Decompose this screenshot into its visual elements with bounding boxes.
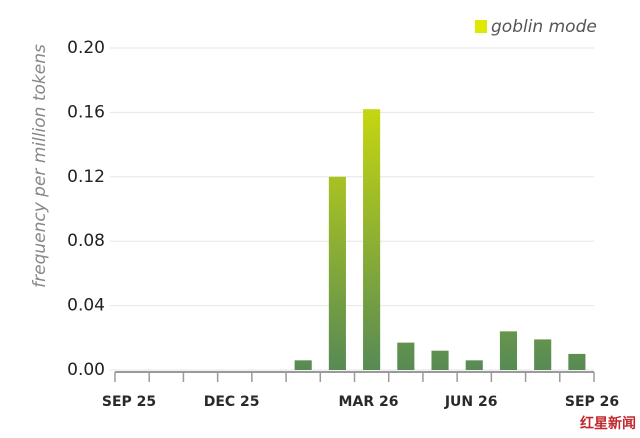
- bar: [294, 360, 312, 370]
- bar: [568, 353, 586, 370]
- bar: [534, 339, 552, 370]
- y-tick-label: 0.12: [67, 167, 105, 187]
- bar: [363, 109, 381, 371]
- legend-swatch: [475, 20, 487, 33]
- x-tick-label: MAR 26: [339, 394, 399, 410]
- bar: [397, 342, 415, 370]
- y-tick-label: 0.20: [67, 38, 105, 58]
- x-tick-label: SEP 25: [102, 394, 156, 410]
- y-tick-label: 0.16: [67, 102, 105, 122]
- bar: [465, 360, 483, 370]
- y-axis-title: frequency per million tokens: [30, 44, 50, 288]
- bar: [431, 350, 449, 370]
- y-tick-label: 0.00: [67, 360, 105, 380]
- x-tick-label: DEC 25: [204, 394, 260, 410]
- bar: [499, 331, 518, 370]
- bar: [328, 176, 346, 370]
- y-tick-label: 0.08: [67, 231, 105, 251]
- watermark: 红星新闻: [580, 415, 636, 432]
- y-tick-label: 0.04: [67, 296, 105, 316]
- x-tick-label: SEP 26: [565, 394, 619, 410]
- x-tick-label: JUN 26: [444, 394, 498, 410]
- legend-label: goblin mode: [491, 17, 597, 37]
